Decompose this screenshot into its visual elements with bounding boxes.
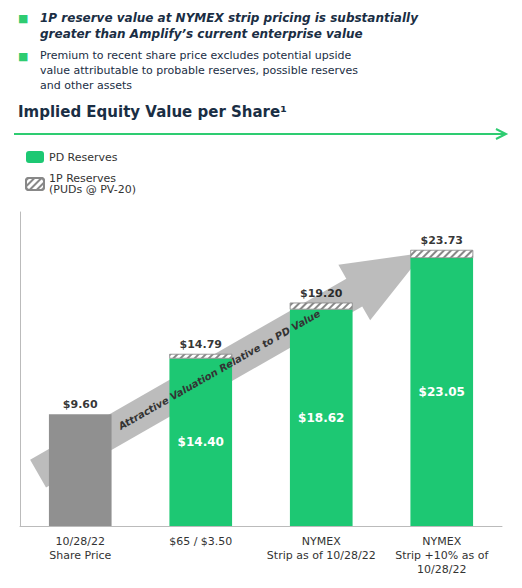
svg-text:value attributable to probable: value attributable to probable reserves,… [40, 64, 358, 77]
svg-text:$9.60: $9.60 [63, 398, 98, 411]
svg-text:NYMEX: NYMEX [422, 535, 461, 548]
svg-text:Share Price: Share Price [49, 549, 111, 562]
svg-text:$19.20: $19.20 [300, 287, 343, 300]
svg-text:■: ■ [18, 50, 28, 63]
svg-text:Attractive Valuation Relative: Attractive Valuation Relative to PD Valu… [116, 308, 323, 433]
svg-text:$18.62: $18.62 [298, 411, 344, 425]
svg-text:greater than Amplify’s current: greater than Amplify’s current enterpris… [40, 27, 363, 41]
svg-text:and other assets: and other assets [40, 79, 132, 92]
svg-text:1P reserve value at NYMEX stri: 1P reserve value at NYMEX strip pricing … [40, 11, 419, 25]
svg-text:$23.73: $23.73 [421, 234, 463, 247]
svg-text:$23.05: $23.05 [419, 385, 465, 399]
svg-text:PD Reserves: PD Reserves [49, 151, 118, 164]
svg-text:$65 / $3.50: $65 / $3.50 [169, 535, 232, 548]
svg-text:Strip as of 10/28/22: Strip as of 10/28/22 [267, 549, 376, 562]
svg-text:$14.40: $14.40 [178, 435, 224, 449]
svg-text:(PUDs @ PV-20): (PUDs @ PV-20) [49, 183, 136, 196]
svg-text:10/28/22: 10/28/22 [417, 563, 466, 576]
svg-text:Implied Equity Value per Share: Implied Equity Value per Share¹ [18, 103, 287, 121]
svg-text:NYMEX: NYMEX [302, 535, 341, 548]
svg-text:$14.79: $14.79 [180, 338, 222, 351]
svg-text:■: ■ [18, 12, 28, 25]
svg-text:10/28/22: 10/28/22 [56, 535, 105, 548]
svg-text:1P Reserves: 1P Reserves [49, 172, 117, 185]
svg-text:Premium to recent share price: Premium to recent share price excludes p… [40, 49, 352, 62]
svg-text:Strip +10% as of: Strip +10% as of [395, 549, 489, 562]
